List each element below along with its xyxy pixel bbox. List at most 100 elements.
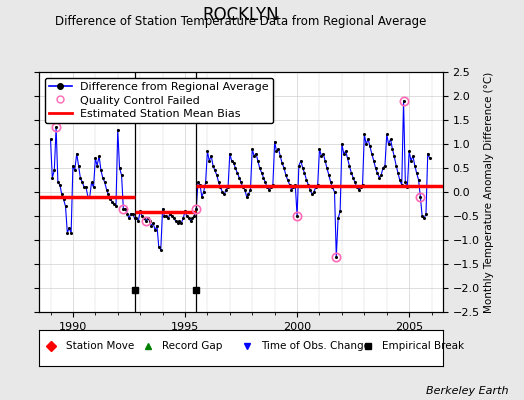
Point	[54, 179, 62, 186]
Point	[373, 170, 381, 176]
Point	[91, 155, 100, 162]
Point	[244, 191, 253, 198]
Point	[115, 165, 124, 171]
Point	[230, 160, 238, 166]
Point	[201, 179, 210, 186]
Point	[265, 186, 273, 193]
Point	[294, 162, 303, 169]
Point	[198, 194, 206, 200]
Point	[315, 146, 324, 152]
Point	[390, 153, 398, 159]
Point	[403, 184, 411, 190]
Point	[407, 158, 415, 164]
Point	[182, 213, 191, 219]
Point	[367, 150, 376, 157]
Y-axis label: Monthly Temperature Anomaly Difference (°C): Monthly Temperature Anomaly Difference (…	[484, 71, 494, 313]
Point	[85, 194, 94, 200]
Point	[321, 158, 329, 164]
Point	[233, 170, 242, 176]
Point	[243, 194, 251, 200]
Point	[398, 182, 406, 188]
Point	[420, 215, 428, 222]
Point	[317, 153, 325, 159]
Point	[300, 170, 309, 176]
Point	[213, 172, 221, 178]
Point	[276, 153, 285, 159]
Point	[310, 189, 318, 195]
Point	[63, 230, 71, 236]
Point	[423, 150, 432, 157]
Point	[282, 172, 290, 178]
Point	[274, 146, 282, 152]
Point	[76, 174, 84, 181]
Legend: Difference from Regional Average, Quality Control Failed, Estimated Station Mean: Difference from Regional Average, Qualit…	[45, 78, 274, 124]
Point	[84, 194, 92, 200]
Point	[360, 131, 368, 138]
Point	[412, 170, 421, 176]
Point	[269, 182, 277, 188]
Point	[343, 155, 352, 162]
Point	[74, 162, 83, 169]
Point	[127, 210, 135, 217]
Point	[278, 160, 286, 166]
Text: Difference of Station Temperature Data from Regional Average: Difference of Station Temperature Data f…	[56, 15, 427, 28]
Point	[332, 254, 341, 260]
Point	[388, 146, 397, 152]
Point	[323, 165, 331, 171]
Point	[257, 170, 266, 176]
Point	[104, 191, 113, 198]
Point	[102, 186, 111, 193]
Point	[347, 170, 355, 176]
Point	[166, 210, 174, 217]
Point	[88, 179, 96, 186]
Point	[399, 98, 408, 104]
Point	[280, 165, 288, 171]
Point	[173, 220, 182, 226]
Point	[392, 162, 400, 169]
Point	[377, 172, 385, 178]
Point	[342, 148, 350, 154]
Point	[237, 179, 245, 186]
Point	[291, 182, 300, 188]
Point	[138, 213, 146, 219]
Point	[355, 186, 363, 193]
Point	[299, 165, 307, 171]
Point	[306, 186, 314, 193]
Point	[302, 177, 311, 183]
Point	[319, 150, 328, 157]
Point	[425, 155, 434, 162]
Point	[151, 227, 159, 234]
Point	[418, 213, 427, 219]
Point	[396, 177, 404, 183]
Point	[121, 206, 129, 212]
Point	[144, 215, 152, 222]
Point	[117, 172, 126, 178]
Text: ROCKLYN: ROCKLYN	[203, 6, 279, 24]
Point	[179, 215, 188, 222]
Point	[147, 222, 156, 229]
Point	[134, 218, 143, 224]
Point	[170, 215, 178, 222]
Point	[101, 179, 109, 186]
Point	[203, 148, 212, 154]
Point	[194, 179, 202, 186]
Text: Record Gap: Record Gap	[162, 341, 223, 351]
Point	[329, 184, 337, 190]
Point	[125, 215, 133, 222]
Point	[256, 165, 264, 171]
Point	[171, 218, 180, 224]
Point	[263, 184, 271, 190]
Point	[140, 215, 148, 222]
Point	[353, 184, 361, 190]
Point	[220, 191, 228, 198]
Text: Time of Obs. Change: Time of Obs. Change	[261, 341, 370, 351]
Point	[254, 158, 262, 164]
Point	[177, 220, 185, 226]
Point	[238, 184, 247, 190]
Point	[304, 182, 312, 188]
Point	[168, 213, 176, 219]
Point	[110, 201, 118, 207]
Point	[187, 218, 195, 224]
Point	[175, 218, 183, 224]
Text: Empirical Break: Empirical Break	[382, 341, 464, 351]
